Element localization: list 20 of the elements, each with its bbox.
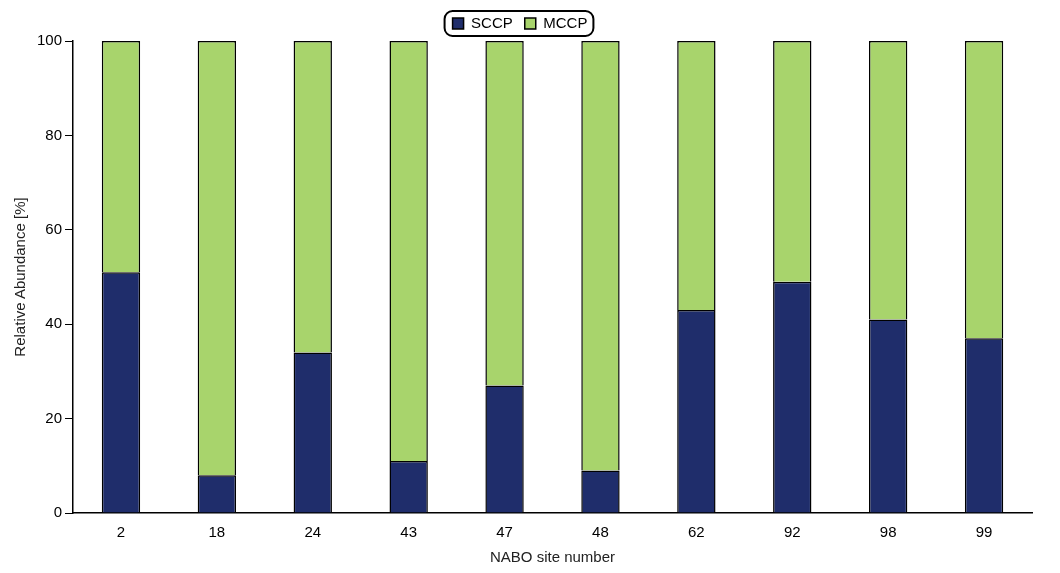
x-tick-label: 98 [879, 523, 897, 541]
x-tick-label: 43 [400, 523, 418, 541]
x-axis-title: NABO site number [489, 548, 616, 566]
x-tick-label: 47 [496, 523, 513, 541]
x-tick-label: 24 [304, 523, 322, 541]
y-tick-label: 80 [45, 125, 63, 143]
y-tick-label: 100 [37, 31, 63, 49]
legend-label: SCCP [471, 13, 513, 31]
y-tick-label: 0 [53, 503, 63, 521]
y-tick-label: 20 [45, 408, 63, 426]
x-tick-label: 18 [208, 523, 226, 541]
y-tick-label: 60 [45, 219, 63, 237]
x-tick-label: 92 [783, 523, 801, 541]
x-tick-label: 48 [592, 523, 609, 541]
x-tick-label: 99 [975, 523, 993, 541]
y-tick-label: 40 [45, 314, 63, 332]
x-tick-label: 62 [688, 523, 705, 541]
x-tick-label: 2 [116, 523, 126, 541]
y-axis-title: Relative Abundance [%] [11, 197, 29, 357]
legend-label: MCCP [543, 13, 588, 31]
